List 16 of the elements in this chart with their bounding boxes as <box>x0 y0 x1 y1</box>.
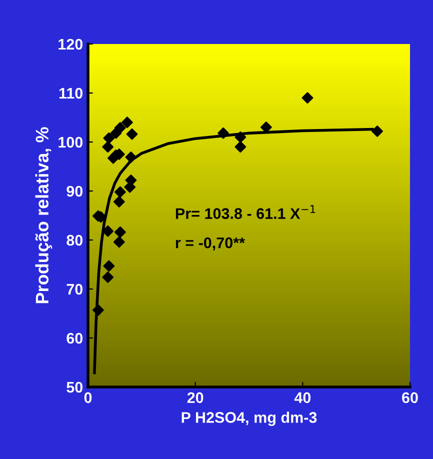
y-tick-label: 60 <box>66 332 83 344</box>
y-axis-title: Produção relativa, % <box>35 127 52 304</box>
annotation: Pr= 103.8 - 61.1 X$^{−1}$ <box>176 205 316 219</box>
y-tick-label: 110 <box>59 88 83 99</box>
y-tick-label: 50 <box>66 382 83 393</box>
x-axis-title: P H2SO4, mg dm-3 <box>182 412 317 426</box>
y-tick-label: 120 <box>58 38 83 50</box>
annotation: r = -0,70** <box>176 237 245 250</box>
x-tick-label: 60 <box>402 392 418 404</box>
y-tick-label: 100 <box>58 136 83 148</box>
y-tick-label: 90 <box>66 186 83 197</box>
x-tick-label: 0 <box>84 392 92 404</box>
x-tick-label: 20 <box>187 392 204 404</box>
x-tick-label: 40 <box>294 392 311 404</box>
y-tick-label: 70 <box>66 284 83 295</box>
y-tick-label: 80 <box>66 234 83 246</box>
